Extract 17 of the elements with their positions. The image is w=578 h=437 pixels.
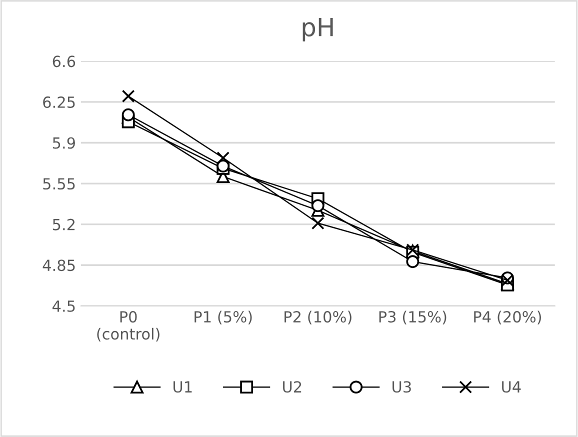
y-tick-label: 5.2: [52, 218, 75, 230]
y-tick-label: 5.9: [52, 137, 75, 149]
y-tick-label: 4.5: [52, 300, 75, 312]
legend-label: U3: [392, 381, 411, 393]
x-tick-label: P3 (15%): [379, 310, 446, 324]
y-tick-label: 5.55: [43, 178, 75, 190]
legend-label: U2: [283, 381, 302, 393]
legend-label: U4: [502, 381, 521, 393]
chart-title: pH: [302, 18, 333, 42]
x-tick-label: P0 (control): [97, 311, 160, 342]
legend-label: U1: [174, 381, 192, 393]
x-tick-label: P1 (5%): [194, 310, 252, 324]
y-tick-label: 6.25: [43, 96, 75, 108]
x-tick-label: P4 (20%): [474, 310, 542, 324]
y-tick-label: 6.6: [52, 56, 76, 68]
y-tick-label: 4.85: [42, 260, 75, 272]
x-tick-label: P2 (10%): [284, 310, 352, 324]
